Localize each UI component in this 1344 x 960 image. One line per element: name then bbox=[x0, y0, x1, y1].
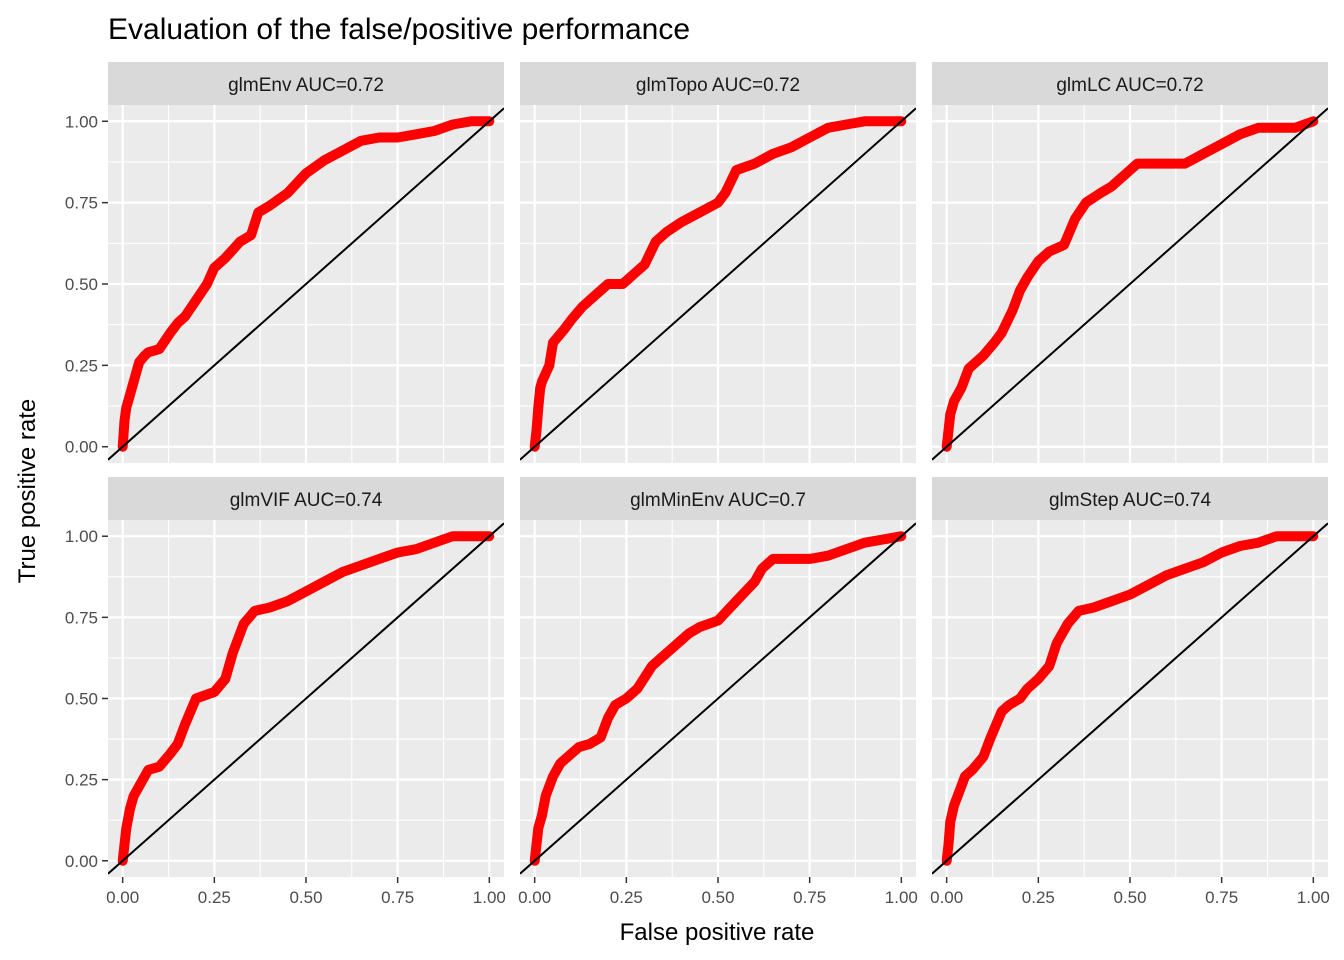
roc-curve bbox=[941, 531, 1319, 866]
x-tick-label: 0.25 bbox=[610, 888, 643, 907]
x-tick-label: 0.75 bbox=[793, 888, 826, 907]
facet-strip-label: glmVIF AUC=0.74 bbox=[230, 490, 383, 511]
facet-strip bbox=[108, 477, 504, 520]
facet-panel: glmVIF AUC=0.74 0.00 0.25 0.50 0.75 1.00 0.00 0… bbox=[65, 477, 506, 907]
y-tick-label: 0.25 bbox=[65, 771, 98, 790]
facet-panel: glmLC AUC=0.72 bbox=[932, 62, 1328, 463]
roc-curve bbox=[117, 116, 495, 452]
x-tick-label: 0.00 bbox=[930, 888, 963, 907]
x-tick-label: 0.75 bbox=[1205, 888, 1238, 907]
facet-strip-label: glmLC AUC=0.72 bbox=[1056, 75, 1203, 96]
reference-diagonal bbox=[108, 107, 504, 461]
facet-panel: glmMinEnv AUC=0.7 0.00 0.25 0.50 0.75 1.00 bbox=[518, 477, 918, 907]
y-tick-label: 0.75 bbox=[65, 608, 98, 627]
reference-diagonal bbox=[108, 522, 504, 875]
facet-strip bbox=[520, 477, 916, 520]
x-tick-label: 0.25 bbox=[1022, 888, 1055, 907]
y-tick-label: 0.00 bbox=[65, 852, 98, 871]
roc-curve bbox=[529, 116, 907, 452]
x-tick-label: 1.00 bbox=[1297, 888, 1330, 907]
x-tick-label: 1.00 bbox=[885, 888, 918, 907]
facet-strip-label: glmTopo AUC=0.72 bbox=[636, 75, 800, 96]
facet-panel: glmTopo AUC=0.72 bbox=[520, 62, 916, 463]
y-tick-label: 1.00 bbox=[65, 112, 98, 131]
reference-diagonal bbox=[932, 522, 1328, 875]
x-tick-label: 0.00 bbox=[106, 888, 139, 907]
facet-strip-label: glmMinEnv AUC=0.7 bbox=[630, 490, 806, 511]
reference-diagonal bbox=[520, 107, 916, 461]
facet-strip bbox=[520, 62, 916, 105]
x-tick-label: 1.00 bbox=[473, 888, 506, 907]
y-tick-label: 0.75 bbox=[65, 194, 98, 213]
y-tick-label: 0.50 bbox=[65, 690, 98, 709]
x-tick-label: 0.75 bbox=[381, 888, 414, 907]
roc-curve bbox=[117, 531, 495, 866]
reference-diagonal bbox=[932, 107, 1328, 461]
x-tick-label: 0.25 bbox=[198, 888, 231, 907]
facet-strip bbox=[932, 62, 1328, 105]
facet-panel: glmEnv AUC=0.72 0.00 0.25 0.50 0.75 1.00 bbox=[65, 62, 504, 463]
facet-strip bbox=[108, 62, 504, 105]
y-tick-label: 0.25 bbox=[65, 356, 98, 375]
x-tick-label: 0.50 bbox=[701, 888, 734, 907]
roc-curve bbox=[941, 116, 1319, 452]
x-axis-title: False positive rate bbox=[620, 919, 815, 946]
roc-curve bbox=[529, 531, 907, 866]
y-tick-label: 0.50 bbox=[65, 275, 98, 294]
x-tick-label: 0.50 bbox=[1113, 888, 1146, 907]
y-tick-label: 0.00 bbox=[65, 438, 98, 457]
facet-panel: glmStep AUC=0.74 0.00 0.25 0.50 0.75 1.00 bbox=[930, 477, 1330, 907]
facet-strip-label: glmStep AUC=0.74 bbox=[1049, 490, 1212, 511]
x-tick-label: 0.00 bbox=[518, 888, 551, 907]
facet-strip-label: glmEnv AUC=0.72 bbox=[228, 75, 384, 96]
reference-diagonal bbox=[520, 522, 916, 875]
chart-title: Evaluation of the false/positive perform… bbox=[108, 13, 690, 46]
y-tick-label: 1.00 bbox=[65, 527, 98, 546]
facet-panels: glmEnv AUC=0.72 0.00 0.25 0.50 0.75 1.00 glmTo… bbox=[65, 62, 1330, 907]
x-tick-label: 0.50 bbox=[289, 888, 322, 907]
y-axis-title: True positive rate bbox=[14, 399, 41, 584]
facet-strip bbox=[932, 477, 1328, 520]
